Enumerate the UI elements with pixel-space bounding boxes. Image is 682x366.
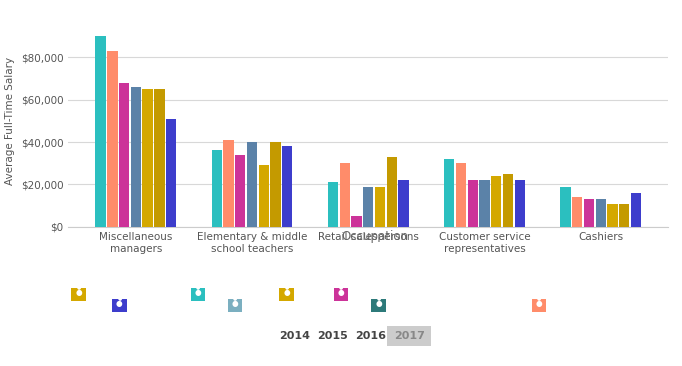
Bar [282,146,293,227]
Bar [211,150,222,227]
Bar [247,142,257,227]
Text: ●: ● [196,284,200,289]
Bar [491,176,501,227]
Bar [154,89,164,227]
Bar [444,159,454,227]
Bar [131,87,141,227]
Text: ●: ● [376,295,381,300]
Bar [479,180,490,227]
Y-axis label: Average Full-Time Salary: Average Full-Time Salary [5,57,15,185]
Bar [515,180,525,227]
Bar [631,193,641,227]
Bar [95,36,106,227]
Bar [271,142,281,227]
Bar [166,119,176,227]
Text: 2015: 2015 [317,330,349,341]
Text: ●: ● [537,295,541,300]
Bar [387,157,397,227]
Bar [363,187,374,227]
Bar [375,187,385,227]
Text: Occupation: Occupation [342,230,409,243]
Bar [258,165,269,227]
Text: ●: ● [194,288,201,297]
Bar [503,174,513,227]
Text: ●: ● [117,295,121,300]
Text: ●: ● [75,288,82,297]
Bar [456,163,466,227]
Bar [328,182,338,227]
Bar [224,140,234,227]
Bar [468,180,478,227]
Bar [607,203,618,227]
Bar [561,187,571,227]
Text: 2016: 2016 [355,330,387,341]
Text: ●: ● [283,288,290,297]
Bar [351,216,361,227]
Text: 2017: 2017 [394,330,425,341]
Text: ●: ● [338,288,344,297]
Text: ●: ● [232,299,239,308]
Bar [584,199,594,227]
Bar [143,89,153,227]
Bar [119,83,130,227]
Text: ●: ● [116,299,123,308]
Text: ●: ● [76,284,80,289]
Text: ●: ● [284,284,288,289]
Text: ●: ● [375,299,382,308]
Bar [595,199,606,227]
Text: 2014: 2014 [279,330,310,341]
Text: ●: ● [233,295,237,300]
Bar [398,180,409,227]
Bar [107,51,117,227]
Bar [619,203,629,227]
Text: ●: ● [339,284,343,289]
Text: ●: ● [535,299,542,308]
Bar [340,163,350,227]
Bar [572,197,582,227]
Bar [235,155,246,227]
